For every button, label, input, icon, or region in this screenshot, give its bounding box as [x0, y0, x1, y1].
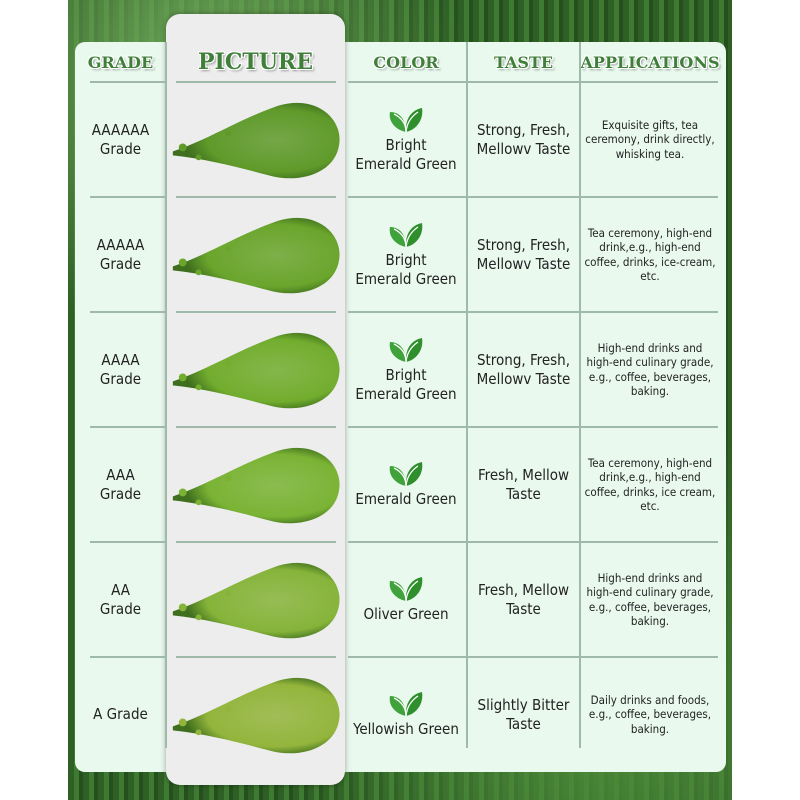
matcha-powder-image	[172, 102, 340, 179]
column-divider	[466, 42, 468, 748]
color-label: Yellowish Green	[353, 720, 459, 738]
color-label: Bright Emerald Green	[355, 250, 457, 288]
row-divider	[90, 656, 165, 658]
grade-cell: AAAAAA Grade	[91, 120, 150, 158]
row-divider	[176, 541, 336, 543]
leaf-icon	[389, 337, 423, 362]
applications-cell: Daily drinks and foods, e.g., coffee, be…	[588, 692, 712, 736]
header-grade: GRADE	[87, 52, 154, 72]
row-divider	[348, 81, 718, 83]
taste-cell: Slightly Bitter Taste	[477, 695, 570, 733]
leaf-icon	[389, 462, 423, 487]
row-divider	[348, 196, 718, 198]
taste-cell: Fresh, Mellow Taste	[477, 580, 570, 618]
row-divider	[348, 656, 718, 658]
row-divider	[90, 311, 165, 313]
color-label: Emerald Green	[355, 490, 457, 508]
grade-cell: A Grade	[93, 705, 148, 723]
header-picture: PICTURE	[198, 49, 313, 75]
grade-cell: AAAA Grade	[99, 350, 142, 388]
header-color: COLOR	[373, 52, 439, 72]
color-cell: Bright Emerald Green	[345, 197, 467, 312]
row-divider	[176, 196, 336, 198]
color-cell: Yellowish Green	[345, 657, 467, 772]
applications-cell: Exquisite gifts, tea ceremony, drink dir…	[585, 117, 715, 161]
row-divider	[176, 81, 336, 83]
matcha-powder-image	[172, 447, 340, 524]
matcha-powder-image	[172, 677, 340, 754]
matcha-powder-image	[172, 332, 340, 409]
row-divider	[176, 426, 336, 428]
taste-cell: Strong, Fresh, Mellowv Taste	[476, 235, 571, 273]
color-cell: Bright Emerald Green	[345, 312, 467, 427]
row-divider	[90, 541, 165, 543]
leaf-icon	[389, 222, 423, 247]
leaf-icon	[389, 577, 423, 602]
column-divider	[579, 42, 581, 748]
column-divider	[165, 42, 167, 748]
row-divider	[176, 656, 336, 658]
color-label: Bright Emerald Green	[355, 365, 457, 403]
color-cell: Oliver Green	[345, 542, 467, 657]
grade-cell: AAAAA Grade	[96, 235, 145, 273]
row-divider	[348, 311, 718, 313]
row-divider	[348, 541, 718, 543]
row-divider	[176, 311, 336, 313]
color-label: Bright Emerald Green	[355, 135, 457, 173]
header-applications: APPLICATIONS	[580, 52, 720, 72]
row-divider	[90, 426, 165, 428]
applications-cell: Tea ceremony, high-end drink,e.g., high-…	[584, 455, 716, 514]
leaf-icon	[389, 107, 423, 132]
row-divider	[348, 426, 718, 428]
grade-cell: AAA Grade	[99, 465, 142, 503]
matcha-powder-image	[172, 217, 340, 294]
applications-cell: Tea ceremony, high-end drink,e.g., high-…	[584, 225, 716, 284]
row-divider	[90, 196, 165, 198]
row-divider	[90, 81, 165, 83]
header-taste: TASTE	[493, 52, 554, 72]
color-cell: Emerald Green	[345, 427, 467, 542]
applications-cell: High-end drinks and high-end culinary gr…	[586, 340, 714, 399]
taste-cell: Fresh, Mellow Taste	[477, 465, 570, 503]
color-cell: Bright Emerald Green	[345, 82, 467, 197]
color-label: Oliver Green	[363, 605, 449, 623]
leaf-icon	[389, 692, 423, 717]
taste-cell: Strong, Fresh, Mellowv Taste	[476, 120, 571, 158]
grade-cell: AA Grade	[99, 580, 142, 618]
matcha-powder-image	[172, 562, 340, 639]
applications-cell: High-end drinks and high-end culinary gr…	[586, 570, 714, 629]
taste-cell: Strong, Fresh, Mellowv Taste	[476, 350, 571, 388]
